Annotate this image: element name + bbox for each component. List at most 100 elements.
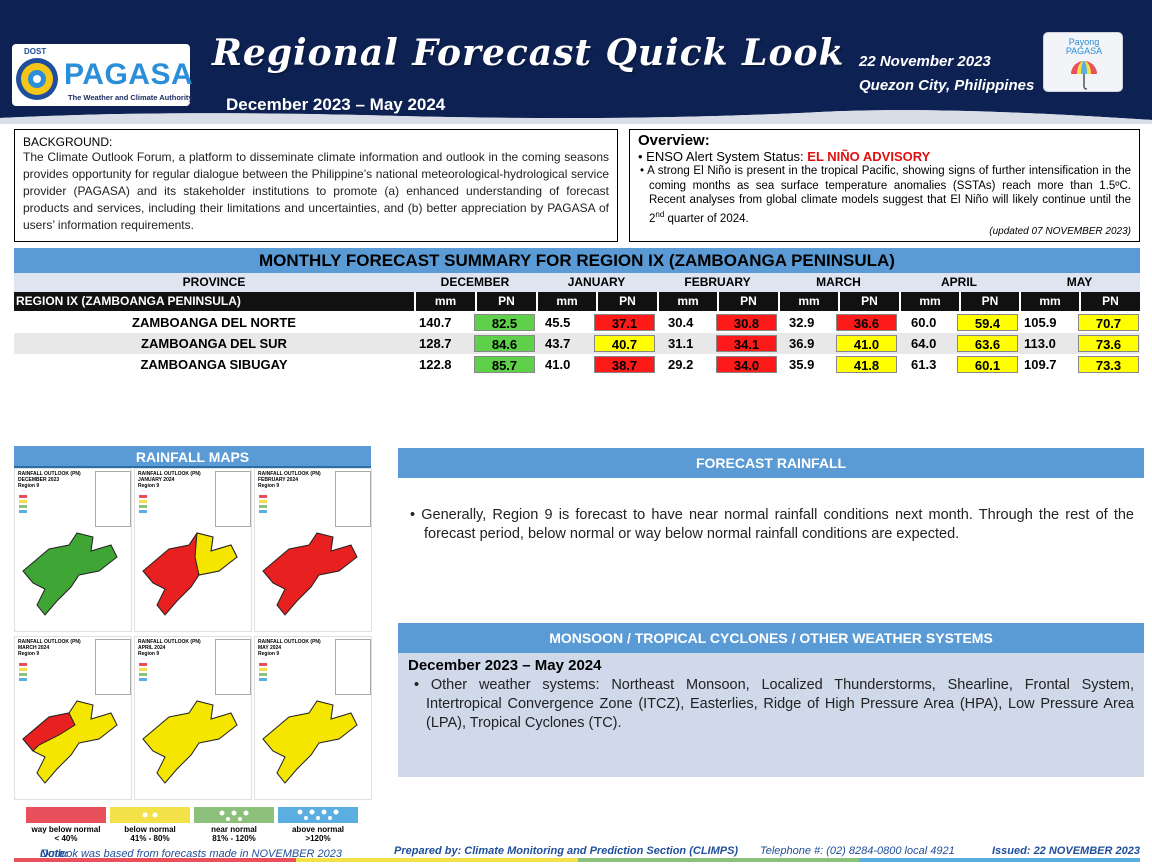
rainfall-pn: 63.6 (957, 335, 1018, 352)
dost-label: DOST (24, 47, 47, 56)
map-legend (139, 663, 147, 683)
rainfall-mm: 128.7 (419, 336, 452, 351)
rainfall-map-february: RAINFALL OUTLOOK (PN) FEBRUARY 2024 Region… (254, 468, 372, 632)
page-title: Regional Forecast Quick Look (212, 32, 845, 74)
rainfall-map-january: RAINFALL OUTLOOK (PN) JANUARY 2024 Region … (134, 468, 252, 632)
rainfall-mm: 43.7 (545, 336, 571, 351)
monsoon-text: • Other weather systems: Northeast Monso… (414, 677, 1134, 731)
rainfall-map-march: RAINFALL OUTLOOK (PN) MARCH 2024 Region 9 (14, 636, 132, 800)
region-shape (22, 700, 118, 784)
rainfall-mm: 113.0 (1024, 336, 1056, 351)
agency-tagline: The Weather and Climate Authority (68, 93, 193, 102)
issue-date: 22 November 2023 (859, 53, 991, 70)
map-legend (19, 663, 27, 683)
moderate-rain-icon (219, 810, 249, 821)
overview-text-sup: nd (655, 209, 665, 219)
month-header: DECEMBER (440, 275, 510, 289)
rainfall-pn: 34.0 (716, 356, 777, 373)
table-row: ZAMBOANGA DEL NORTE 140.7 82.5 45.5 37.1… (14, 312, 1140, 333)
month-header: MARCH (816, 275, 861, 289)
footer-color-bar (14, 858, 1140, 862)
overview-text: • A strong El Niño is present in the tro… (638, 164, 1131, 226)
header-background (0, 0, 1152, 124)
philippines-inset-map (215, 471, 251, 527)
map-legend (19, 495, 27, 515)
footer: Note: Outlook was based from forecasts m… (0, 842, 1152, 864)
unit-mm-header: mm (659, 292, 717, 311)
philippines-inset-map (95, 639, 131, 695)
region-shape (22, 532, 118, 616)
map-heading: RAINFALL OUTLOOK (PN) MAY 2024 Region 9 (258, 639, 321, 657)
forecast-rainfall-text: • Generally, Region 9 is forecast to hav… (410, 507, 1134, 542)
overview-title: Overview: (638, 132, 710, 149)
philippines-inset-map (215, 639, 251, 695)
legend-label-near: near normal 81% - 120% (211, 825, 257, 843)
overview-text-part1: • A strong El Niño is present in the tro… (640, 165, 1131, 225)
table-month-header: PROVINCE DECEMBER JANUARY FEBRUARY MARCH… (14, 273, 1140, 292)
rainfall-pn: 73.6 (1078, 335, 1139, 352)
region-label: REGION IX (ZAMBOANGA PENINSULA) (14, 292, 414, 311)
legend-swatch-near (194, 807, 274, 823)
table-row: ZAMBOANGA DEL SUR 128.7 84.6 43.7 40.7 3… (14, 333, 1140, 354)
agency-name: PAGASA (64, 58, 194, 91)
philippines-inset-map (335, 639, 371, 695)
footer-note-label: Note: (40, 848, 69, 860)
region-shape (262, 700, 358, 784)
rainfall-mm: 32.9 (789, 315, 815, 330)
legend-label-above: above normal >120% (291, 825, 344, 843)
rainfall-mm: 29.2 (668, 357, 694, 372)
month-header: FEBRUARY (684, 275, 751, 289)
rainfall-mm: 41.0 (545, 357, 571, 372)
forecast-rainfall-title: FORECAST RAINFALL (398, 448, 1144, 478)
philippines-inset-map (335, 471, 371, 527)
rainfall-map-april: RAINFALL OUTLOOK (PN) APRIL 2024 Region 9 (134, 636, 252, 800)
rainfall-mm: 140.7 (419, 315, 452, 330)
rainfall-pn: 40.7 (594, 335, 655, 352)
unit-pn-header: PN (840, 292, 899, 311)
rainfall-mm: 36.9 (789, 336, 815, 351)
footer-prepared-by: Prepared by: Climate Monitoring and Pred… (394, 845, 739, 857)
enso-status-line: • ENSO Alert System Status: EL NIÑO ADVI… (638, 149, 1131, 164)
overview-panel: Overview: • ENSO Alert System Status: EL… (629, 129, 1140, 242)
rainfall-maps-title: RAINFALL MAPS (14, 446, 371, 468)
region-shape (142, 532, 238, 616)
map-heading: RAINFALL OUTLOOK (PN) MARCH 2024 Region 9 (18, 639, 81, 657)
rainfall-mm: 61.3 (911, 357, 937, 372)
background-title: BACKGROUND: (23, 135, 113, 149)
map-legend (259, 663, 267, 683)
rainfall-mm: 60.0 (911, 315, 937, 330)
enso-label: • ENSO Alert System Status: (638, 149, 808, 164)
rainfall-pn: 34.1 (716, 335, 777, 352)
philippines-inset-map (95, 471, 131, 527)
rainfall-pn: 41.0 (836, 335, 897, 352)
legend-swatch-way-below (26, 807, 106, 823)
month-header: JANUARY (567, 275, 626, 289)
rainfall-pn: 30.8 (716, 314, 777, 331)
monsoon-title: MONSOON / TROPICAL CYCLONES / OTHER WEAT… (398, 623, 1144, 653)
table-row: ZAMBOANGA SIBUGAY 122.8 85.7 41.0 38.7 2… (14, 354, 1140, 375)
legend-swatch-below (110, 807, 190, 823)
unit-mm-header: mm (416, 292, 475, 311)
unit-mm-header: mm (538, 292, 596, 311)
rainfall-pn: 82.5 (474, 314, 535, 331)
summary-table-title: MONTHLY FORECAST SUMMARY FOR REGION IX (… (14, 248, 1140, 273)
payong-pagasa-label: PAGASA (1065, 46, 1103, 56)
rainfall-pn: 70.7 (1078, 314, 1139, 331)
unit-pn-header: PN (961, 292, 1019, 311)
unit-pn-header: PN (477, 292, 536, 311)
issue-place: Quezon City, Philippines (859, 77, 1035, 94)
footer-note-text: Outlook was based from forecasts made in… (40, 848, 343, 860)
monsoon-panel: December 2023 – May 2024 • Other weather… (398, 653, 1144, 777)
rainfall-pn: 37.1 (594, 314, 655, 331)
rainfall-mm: 30.4 (668, 315, 694, 330)
province-header: PROVINCE (182, 275, 246, 289)
legend-label-below: below normal 41% - 80% (124, 825, 176, 843)
rainfall-mm: 122.8 (419, 357, 452, 372)
region-shape (262, 532, 358, 616)
unit-pn-header: PN (1081, 292, 1140, 311)
rainfall-pn: 60.1 (957, 356, 1018, 373)
province-name: ZAMBOANGA SIBUGAY (140, 357, 288, 372)
map-legend (259, 495, 267, 515)
heavy-rain-icon (297, 809, 339, 820)
map-heading: RAINFALL OUTLOOK (PN) JANUARY 2024 Region … (138, 471, 201, 489)
